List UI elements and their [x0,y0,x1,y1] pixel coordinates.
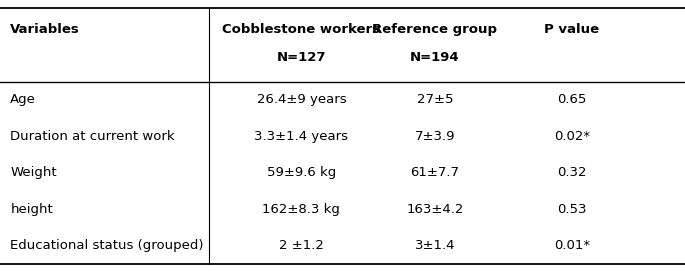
Text: 59±9.6 kg: 59±9.6 kg [266,166,336,179]
Text: Reference group: Reference group [373,23,497,36]
Text: Educational status (grouped): Educational status (grouped) [10,239,203,252]
Text: P value: P value [545,23,599,36]
Text: 162±8.3 kg: 162±8.3 kg [262,203,340,216]
Text: 0.01*: 0.01* [554,239,590,252]
Text: 2 ±1.2: 2 ±1.2 [279,239,324,252]
Text: Age: Age [10,93,36,106]
Text: 0.53: 0.53 [557,203,587,216]
Text: 163±4.2: 163±4.2 [406,203,464,216]
Text: Weight: Weight [10,166,57,179]
Text: 26.4±9 years: 26.4±9 years [257,93,346,106]
Text: 0.02*: 0.02* [554,130,590,143]
Text: N=194: N=194 [410,51,460,64]
Text: 61±7.7: 61±7.7 [410,166,460,179]
Text: height: height [10,203,53,216]
Text: 7±3.9: 7±3.9 [414,130,456,143]
Text: N=127: N=127 [277,51,326,64]
Text: 0.65: 0.65 [558,93,586,106]
Text: 3±1.4: 3±1.4 [414,239,456,252]
Text: Cobblestone workers: Cobblestone workers [223,23,380,36]
Text: Duration at current work: Duration at current work [10,130,175,143]
Text: 0.32: 0.32 [557,166,587,179]
Text: 27±5: 27±5 [416,93,453,106]
Text: Variables: Variables [10,23,80,36]
Text: 3.3±1.4 years: 3.3±1.4 years [254,130,349,143]
